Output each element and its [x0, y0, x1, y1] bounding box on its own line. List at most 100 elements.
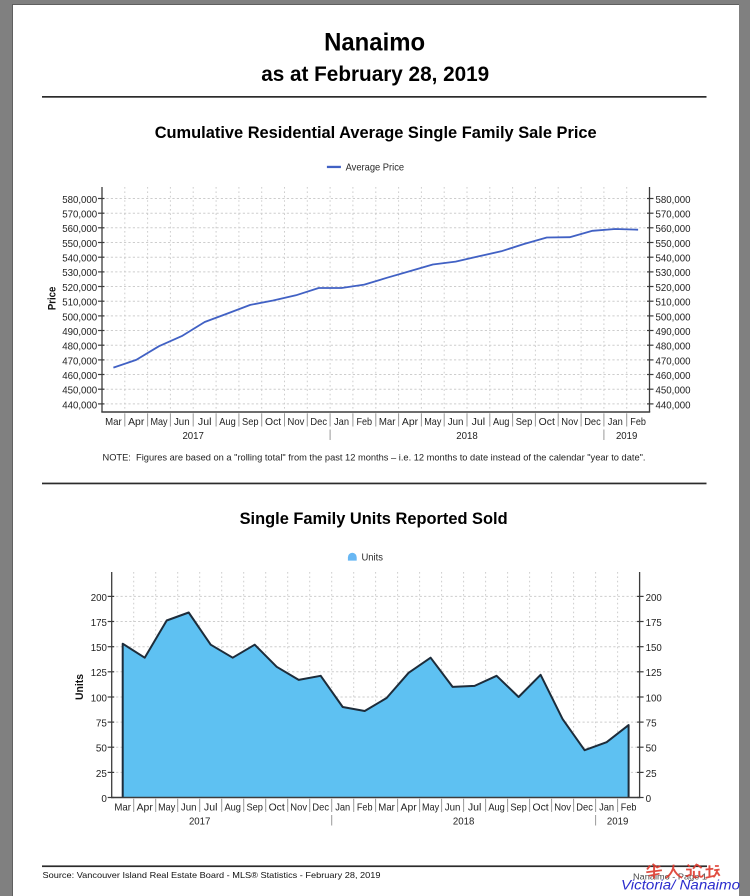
svg-text:Sep: Sep [242, 417, 259, 428]
svg-text:Oct: Oct [533, 803, 549, 814]
svg-text:Feb: Feb [630, 417, 646, 428]
svg-text:Dec: Dec [576, 803, 593, 814]
svg-text:NOTE: Figures are based on a: NOTE: Figures are based on a "rolling to… [103, 452, 646, 462]
svg-text:Apr: Apr [402, 417, 419, 428]
svg-text:Aug: Aug [219, 417, 236, 428]
svg-text:Oct: Oct [539, 417, 555, 428]
svg-text:Aug: Aug [493, 417, 510, 428]
svg-text:Feb: Feb [621, 803, 637, 814]
svg-text:Oct: Oct [269, 803, 285, 814]
svg-text:May: May [424, 417, 442, 428]
svg-text:Price: Price [47, 287, 59, 311]
svg-text:Jul: Jul [472, 417, 486, 428]
svg-text:Mar: Mar [379, 417, 396, 428]
svg-text:200: 200 [646, 593, 662, 604]
svg-text:490,000: 490,000 [656, 327, 691, 338]
svg-text:Sep: Sep [510, 803, 527, 814]
svg-text:2019: 2019 [607, 817, 629, 828]
svg-text:Jan: Jan [608, 417, 623, 428]
svg-text:Nanaimo: Nanaimo [324, 29, 425, 57]
svg-text:Sep: Sep [246, 803, 263, 814]
svg-text:Nanaimo - Page 1: Nanaimo - Page 1 [633, 871, 707, 881]
svg-text:Apr: Apr [128, 417, 145, 428]
svg-text:2018: 2018 [453, 817, 475, 828]
svg-text:530,000: 530,000 [656, 268, 691, 279]
svg-text:510,000: 510,000 [656, 298, 691, 309]
svg-text:150: 150 [646, 643, 662, 654]
svg-text:440,000: 440,000 [62, 400, 97, 411]
svg-text:Apr: Apr [401, 803, 418, 814]
svg-text:May: May [150, 417, 168, 428]
svg-text:Nov: Nov [290, 803, 308, 814]
svg-text:540,000: 540,000 [62, 254, 97, 265]
svg-text:Jan: Jan [334, 417, 349, 428]
svg-text:460,000: 460,000 [62, 371, 97, 382]
svg-text:Jul: Jul [198, 417, 212, 428]
svg-text:520,000: 520,000 [656, 283, 691, 294]
svg-text:Mar: Mar [378, 803, 395, 814]
svg-text:Units: Units [362, 553, 384, 564]
svg-text:500,000: 500,000 [656, 312, 691, 323]
svg-text:490,000: 490,000 [62, 327, 97, 338]
svg-text:as at February 28, 2019: as at February 28, 2019 [261, 62, 489, 86]
svg-text:50: 50 [646, 744, 657, 755]
svg-text:May: May [422, 803, 440, 814]
svg-text:125: 125 [646, 668, 662, 679]
svg-text:Nov: Nov [561, 417, 579, 428]
svg-text:Feb: Feb [357, 803, 373, 814]
svg-text:480,000: 480,000 [62, 342, 97, 353]
svg-text:Dec: Dec [310, 417, 327, 428]
svg-text:2017: 2017 [189, 817, 211, 828]
svg-text:150: 150 [91, 643, 107, 654]
svg-text:Sep: Sep [516, 417, 533, 428]
svg-text:Cumulative Residential Average: Cumulative Residential Average Single Fa… [155, 123, 597, 142]
svg-text:0: 0 [646, 794, 652, 805]
svg-text:Dec: Dec [584, 417, 601, 428]
svg-text:530,000: 530,000 [62, 268, 97, 279]
svg-text:75: 75 [96, 719, 107, 730]
svg-text:570,000: 570,000 [62, 210, 97, 221]
svg-text:540,000: 540,000 [656, 254, 691, 265]
svg-text:450,000: 450,000 [656, 386, 691, 397]
svg-text:Oct: Oct [265, 417, 281, 428]
svg-text:470,000: 470,000 [62, 356, 97, 367]
svg-text:560,000: 560,000 [62, 224, 97, 235]
svg-text:580,000: 580,000 [62, 195, 97, 206]
svg-text:Aug: Aug [224, 803, 241, 814]
svg-text:Jun: Jun [445, 803, 461, 814]
svg-text:Victoria/ Nanaimo: Victoria/ Nanaimo [621, 877, 741, 892]
svg-text:560,000: 560,000 [656, 224, 691, 235]
svg-text:Average Price: Average Price [346, 163, 405, 174]
svg-text:50: 50 [96, 744, 107, 755]
svg-text:75: 75 [646, 719, 657, 730]
svg-text:0: 0 [101, 794, 107, 805]
svg-text:Units: Units [74, 674, 86, 700]
svg-text:500,000: 500,000 [62, 312, 97, 323]
svg-text:Feb: Feb [357, 417, 373, 428]
svg-text:Jan: Jan [599, 803, 614, 814]
svg-text:100: 100 [646, 693, 662, 704]
svg-text:Dec: Dec [312, 803, 329, 814]
svg-text:Single Family Units Reported S: Single Family Units Reported Sold [240, 509, 508, 528]
svg-text:Apr: Apr [137, 803, 154, 814]
svg-text:Jul: Jul [468, 803, 482, 814]
svg-text:460,000: 460,000 [656, 371, 691, 382]
svg-text:Jan: Jan [335, 803, 350, 814]
svg-text:175: 175 [91, 618, 107, 629]
svg-text:Mar: Mar [105, 417, 122, 428]
svg-text:550,000: 550,000 [656, 239, 691, 250]
svg-text:440,000: 440,000 [656, 400, 691, 411]
svg-text:2018: 2018 [456, 431, 478, 442]
svg-text:Nov: Nov [554, 803, 572, 814]
svg-text:470,000: 470,000 [656, 356, 691, 367]
svg-text:Jun: Jun [448, 417, 464, 428]
svg-text:Jun: Jun [181, 803, 197, 814]
svg-text:Nov: Nov [288, 417, 306, 428]
svg-text:480,000: 480,000 [656, 342, 691, 353]
svg-text:25: 25 [96, 769, 107, 780]
svg-text:200: 200 [91, 593, 107, 604]
svg-text:580,000: 580,000 [656, 195, 691, 206]
svg-text:Mar: Mar [114, 803, 131, 814]
svg-text:Jul: Jul [204, 803, 218, 814]
svg-text:2017: 2017 [182, 431, 204, 442]
